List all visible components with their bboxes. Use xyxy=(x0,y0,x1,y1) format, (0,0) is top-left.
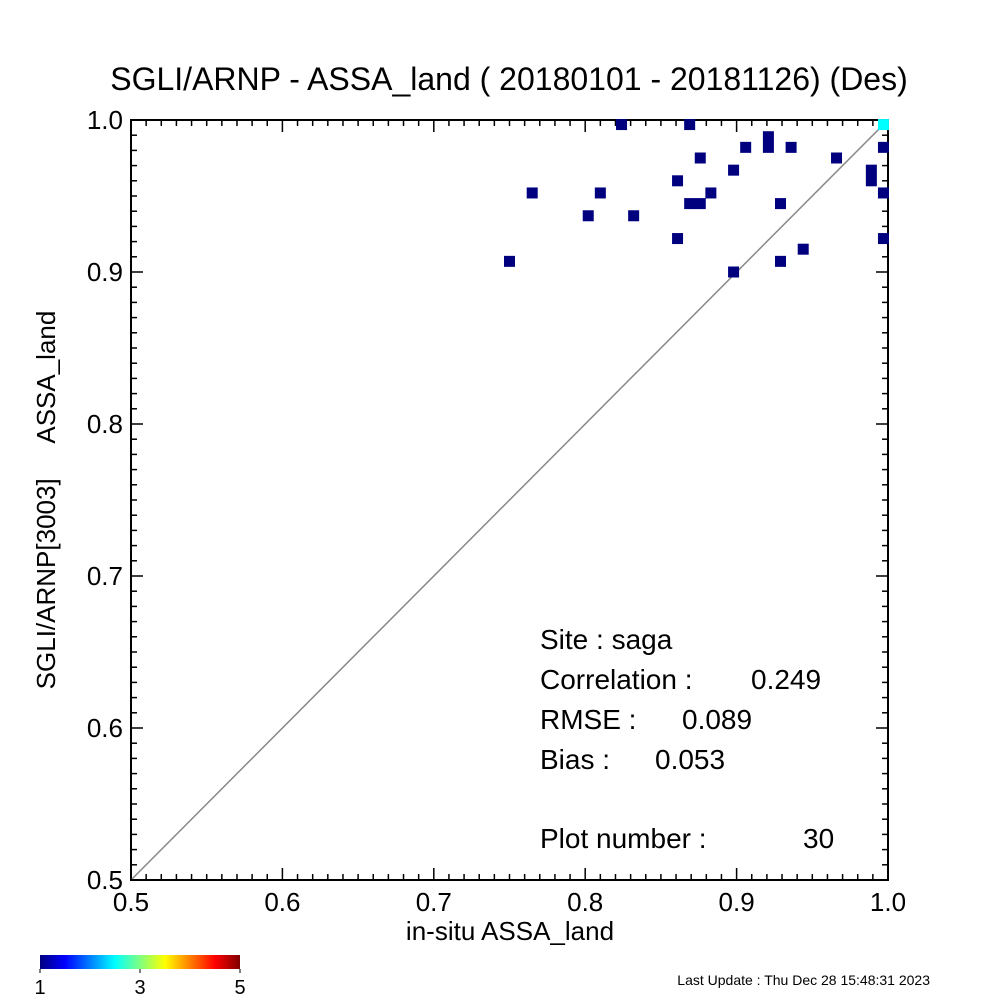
y-tick-label: 0.9 xyxy=(87,257,123,287)
x-tick-labels: 0.5 0.6 0.7 0.8 0.9 1.0 xyxy=(113,887,906,917)
colorbar-tick-label: 1 xyxy=(34,977,45,999)
stats-plot-number-label: Plot number : xyxy=(540,823,707,854)
data-point xyxy=(831,152,843,164)
data-point xyxy=(672,233,684,245)
data-point xyxy=(865,164,877,176)
stats-rmse-value: 0.089 xyxy=(682,704,752,735)
data-point xyxy=(616,119,628,131)
data-point xyxy=(705,187,717,199)
y-tick-label: 0.5 xyxy=(87,865,123,895)
y-tick-label: 0.7 xyxy=(87,561,123,591)
one-to-one-line xyxy=(130,119,889,881)
data-point xyxy=(797,243,809,255)
stats-bias-label: Bias : xyxy=(540,744,610,775)
colorbar-tick-label: 3 xyxy=(134,977,145,999)
data-point xyxy=(865,175,877,187)
data-point xyxy=(775,255,787,267)
x-tick-label: 0.6 xyxy=(264,887,300,917)
x-tick-label: 0.5 xyxy=(113,887,149,917)
stats-plot-number-value: 30 xyxy=(803,823,834,854)
data-point xyxy=(740,141,752,153)
y-tick-label: 0.8 xyxy=(87,409,123,439)
stats-bias-value: 0.053 xyxy=(655,744,725,775)
data-point xyxy=(728,266,740,278)
chart-title: SGLI/ARNP - ASSA_land ( 20180101 - 20181… xyxy=(110,61,908,97)
data-point xyxy=(728,164,740,176)
data-point xyxy=(694,198,706,210)
stats-site: Site : saga xyxy=(540,624,673,655)
y-tick-label: 1.0 xyxy=(87,105,123,135)
data-point xyxy=(694,152,706,164)
stats-correlation-label: Correlation : xyxy=(540,664,693,695)
y-axis-label: SGLI/ARNP[3003] ASSA_land xyxy=(31,311,61,690)
data-point xyxy=(762,131,774,143)
data-point xyxy=(877,119,889,131)
stats-rmse-label: RMSE : xyxy=(540,704,636,735)
data-points xyxy=(504,119,889,278)
data-point xyxy=(684,198,696,210)
minor-ticks xyxy=(131,120,888,880)
last-update-text: Last Update : Thu Dec 28 15:48:31 2023 xyxy=(677,972,930,988)
data-point xyxy=(672,175,684,187)
data-point xyxy=(526,187,538,199)
data-point xyxy=(504,255,515,267)
colorbar-ticks: 1 3 5 xyxy=(34,969,246,999)
data-point xyxy=(582,210,594,222)
stats-correlation-value: 0.249 xyxy=(751,664,821,695)
x-tick-label: 0.9 xyxy=(719,887,755,917)
x-tick-label: 0.7 xyxy=(416,887,452,917)
x-axis-label: in-situ ASSA_land xyxy=(406,916,614,946)
data-point xyxy=(877,233,889,245)
data-point xyxy=(877,187,889,199)
data-point xyxy=(877,141,889,153)
data-point xyxy=(594,187,606,199)
data-point xyxy=(785,141,797,153)
y-tick-labels: 0.5 0.6 0.7 0.8 0.9 1.0 xyxy=(87,105,123,895)
data-point xyxy=(775,198,787,210)
y-tick-label: 0.6 xyxy=(87,713,123,743)
data-point xyxy=(684,119,696,131)
x-tick-label: 0.8 xyxy=(567,887,603,917)
colorbar-tick-label: 5 xyxy=(234,977,245,999)
colorbar: 1 3 5 xyxy=(34,955,246,999)
data-point xyxy=(762,141,774,153)
x-tick-label: 1.0 xyxy=(870,887,906,917)
stats-box: Site : saga Correlation : 0.249 RMSE : 0… xyxy=(540,624,834,854)
data-point xyxy=(628,210,640,222)
colorbar-gradient xyxy=(40,955,240,969)
